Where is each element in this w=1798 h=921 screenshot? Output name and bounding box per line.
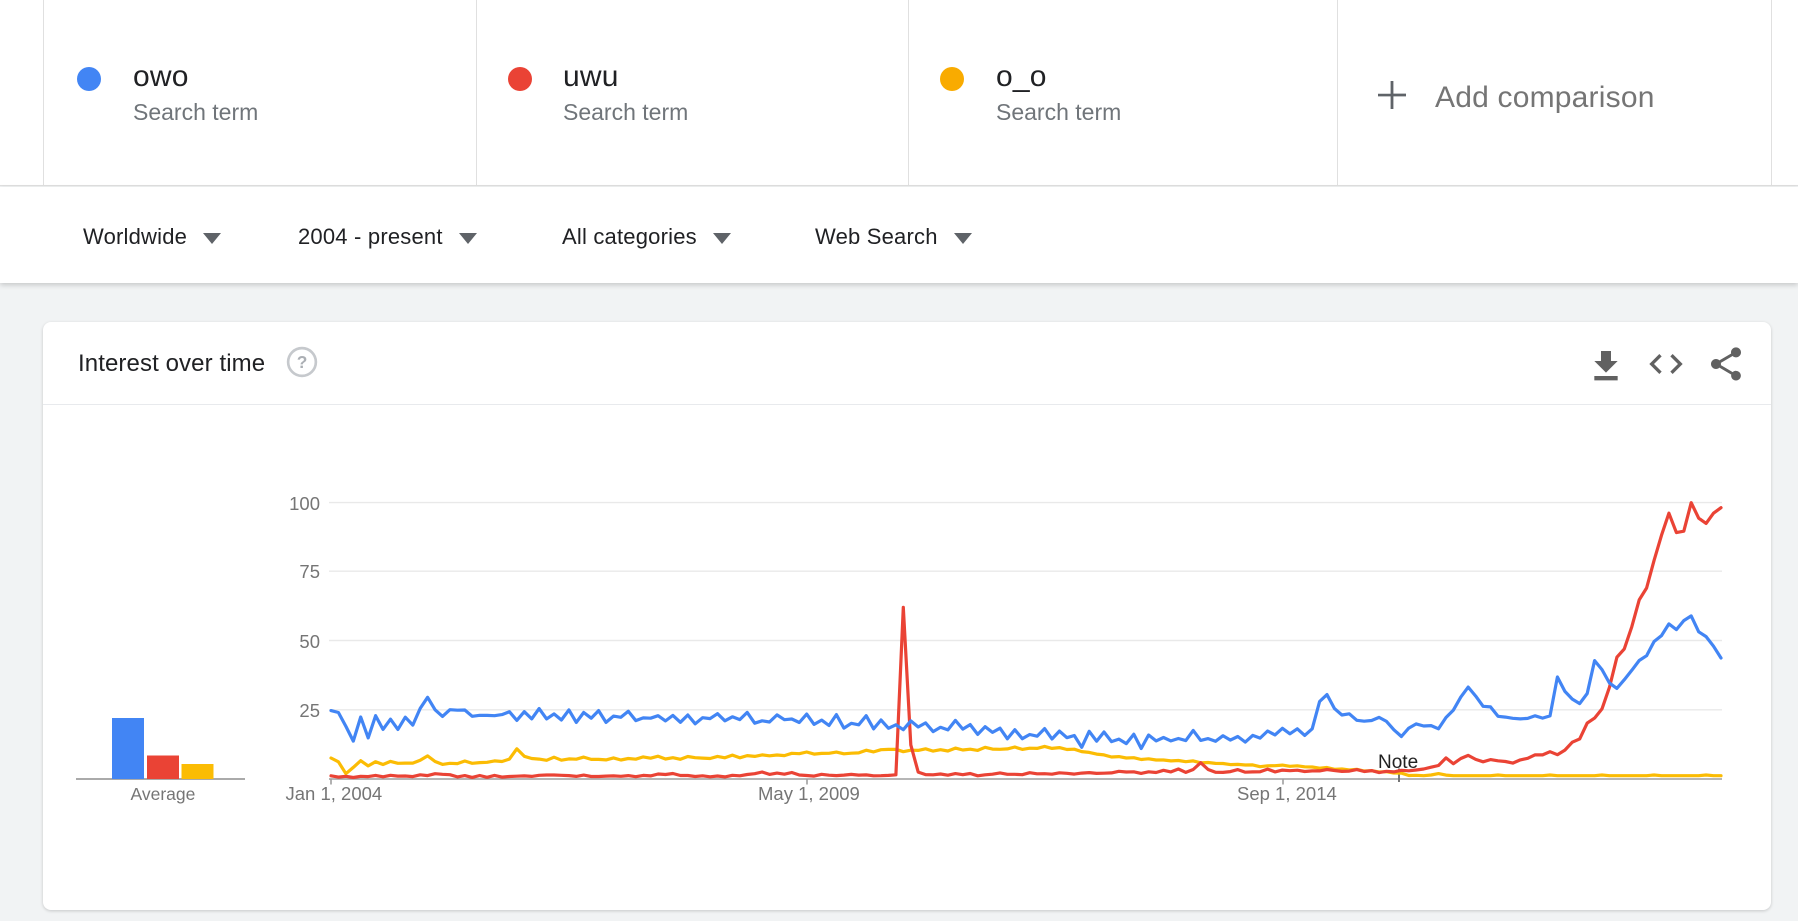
svg-text:?: ? xyxy=(297,352,308,372)
